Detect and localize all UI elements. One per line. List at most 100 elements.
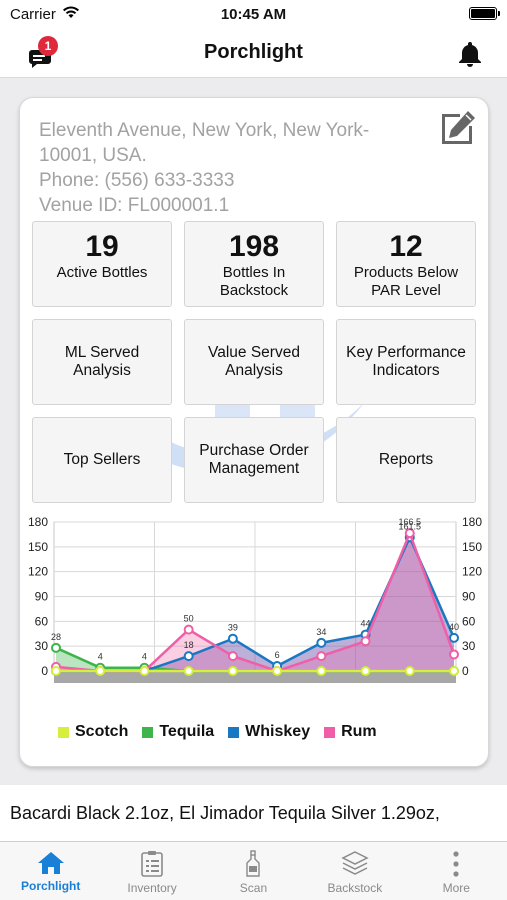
- legend-label: Rum: [341, 723, 377, 740]
- data-point-rum: [227, 651, 238, 662]
- y-tick-label-right: 180: [462, 515, 482, 529]
- y-tick-label-left: 150: [28, 540, 48, 554]
- data-point-scotch: [139, 666, 150, 676]
- data-point-tequila: [51, 642, 61, 653]
- data-point-whiskey: [449, 632, 459, 643]
- more-vertical-icon: [453, 851, 459, 877]
- tab-label: Porchlight: [21, 879, 81, 893]
- data-label: 4: [142, 652, 147, 662]
- wifi-icon: [63, 6, 79, 18]
- below-par-tile[interactable]: 12 Products Below PAR Level: [336, 221, 476, 307]
- data-label: 50: [184, 614, 194, 624]
- notifications-button[interactable]: [457, 40, 483, 68]
- data-point-rum: [183, 624, 194, 635]
- page-title: Porchlight: [204, 41, 303, 63]
- legend-item-whiskey: Whiskey: [228, 722, 310, 742]
- carrier-label: Carrier: [10, 6, 56, 23]
- active-bottles-tile[interactable]: 19 Active Bottles: [32, 221, 172, 307]
- legend-label: Scotch: [75, 723, 129, 740]
- tab-label: Scan: [239, 881, 268, 895]
- status-bar: Carrier 10:45 AM: [0, 0, 507, 28]
- tab-label: Inventory: [127, 881, 177, 895]
- data-label: 4: [98, 652, 103, 662]
- data-point-scotch: [95, 666, 106, 676]
- data-point-scotch: [272, 666, 283, 676]
- legend-item-rum: Rum: [324, 722, 377, 742]
- data-point-whiskey: [227, 633, 238, 644]
- legend-item-scotch: Scotch: [58, 722, 128, 742]
- data-point-scotch: [183, 666, 194, 676]
- reports-button[interactable]: Reports: [336, 417, 476, 503]
- legend-swatch: [58, 726, 69, 738]
- edit-venue-button[interactable]: [438, 108, 478, 148]
- data-point-scotch: [316, 666, 327, 676]
- edit-icon: [442, 111, 475, 144]
- data-label: 166.5: [399, 517, 422, 527]
- clock: 10:45 AM: [220, 6, 287, 23]
- bell-icon: [459, 42, 481, 67]
- legend-item-tequila: Tequila: [142, 722, 214, 742]
- data-label: 44: [361, 619, 371, 629]
- tab-bar: Porchlight Inventory Scan Backstock: [0, 841, 507, 900]
- venue-id: Venue ID: FL000001.1: [39, 195, 230, 216]
- y-tick-label-right: 150: [462, 540, 482, 554]
- y-tick-label-right: 120: [462, 565, 482, 579]
- tab-porchlight[interactable]: Porchlight: [0, 842, 101, 900]
- backstock-bottles-label: Bottles In Backstock: [219, 264, 289, 299]
- legend-swatch: [324, 726, 336, 738]
- tab-label: More: [442, 881, 470, 895]
- active-bottles-label: Active Bottles: [56, 264, 148, 281]
- data-label: 161.5: [399, 521, 422, 531]
- y-tick-label-left: 60: [35, 614, 49, 628]
- active-bottles-count: 19: [85, 230, 119, 263]
- data-label: 39: [228, 623, 238, 633]
- reports-label: Reports: [378, 451, 434, 468]
- data-point-rum: [404, 528, 415, 539]
- venue-phone: Phone: (556) 633-3333: [39, 170, 235, 191]
- data-label: 28: [51, 632, 61, 642]
- messages-button[interactable]: 1: [22, 36, 62, 70]
- tab-scan[interactable]: Scan: [203, 842, 304, 900]
- data-point-rum: [449, 649, 459, 660]
- layers-icon: [341, 851, 369, 875]
- value-served-analysis-button[interactable]: Value Served Analysis: [184, 319, 324, 405]
- venue-info: Eleventh Avenue, New York, New York-1000…: [39, 118, 419, 218]
- tab-backstock[interactable]: Backstock: [304, 842, 405, 900]
- venue-dashboard-card: Eleventh Avenue, New York, New York-1000…: [19, 97, 489, 767]
- y-tick-label-left: 90: [35, 590, 49, 604]
- y-tick-label-left: 180: [28, 515, 48, 529]
- purchase-order-label: Purchase Order Management: [199, 442, 309, 477]
- y-tick-label-left: 30: [35, 639, 49, 653]
- top-sellers-label: Top Sellers: [63, 451, 141, 468]
- ticker-text: Bacardi Black 2.1oz, El Jimador Tequila …: [10, 803, 440, 823]
- data-point-scotch: [360, 666, 371, 676]
- home-icon: [37, 852, 64, 874]
- ml-served-analysis-label: ML Served Analysis: [64, 344, 140, 379]
- top-sellers-button[interactable]: Top Sellers: [32, 417, 172, 503]
- backstock-bottles-count: 198: [228, 230, 280, 263]
- y-tick-label-right: 60: [462, 614, 476, 628]
- tab-inventory[interactable]: Inventory: [101, 842, 202, 900]
- data-label: 18: [184, 640, 194, 650]
- below-par-count: 12: [389, 230, 423, 263]
- data-point-rum: [316, 651, 327, 662]
- data-point-whiskey: [316, 637, 327, 648]
- legend-label: Tequila: [159, 723, 215, 740]
- y-tick-label-right: 90: [462, 590, 476, 604]
- legend-label: Whiskey: [245, 723, 311, 740]
- clipboard-icon: [141, 851, 163, 877]
- backstock-bottles-tile[interactable]: 198 Bottles In Backstock: [184, 221, 324, 307]
- data-point-whiskey: [183, 651, 194, 662]
- data-point-rum: [360, 636, 371, 647]
- ml-served-analysis-button[interactable]: ML Served Analysis: [32, 319, 172, 405]
- purchase-order-button[interactable]: Purchase Order Management: [184, 417, 324, 503]
- value-served-analysis-label: Value Served Analysis: [208, 344, 300, 379]
- battery-icon: [469, 7, 500, 20]
- chart-floor: [54, 671, 456, 683]
- below-par-label: Products Below PAR Level: [353, 264, 459, 299]
- tab-more[interactable]: More: [406, 842, 507, 900]
- venue-address: Eleventh Avenue, New York, New York-1000…: [39, 120, 370, 166]
- data-label: 34: [316, 627, 326, 637]
- kpi-button[interactable]: Key Performance Indicators: [336, 319, 476, 405]
